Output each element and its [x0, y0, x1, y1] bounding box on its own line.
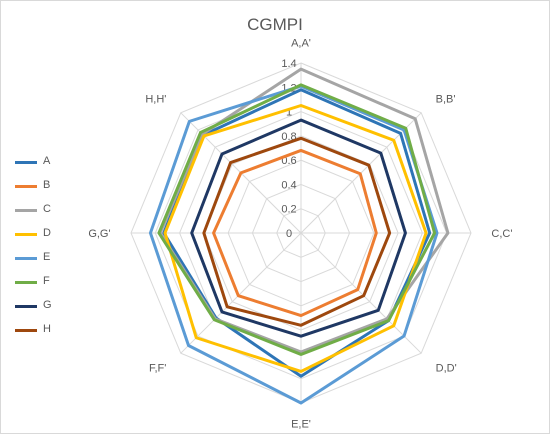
tick-label: 0: [286, 228, 292, 240]
tick-label: 0.6: [281, 155, 296, 167]
legend-label: G: [43, 299, 52, 311]
tick-label: 0.4: [281, 179, 296, 191]
category-label: D,D': [436, 363, 457, 375]
series-line-d: [163, 104, 428, 373]
series-line-h: [202, 136, 392, 327]
legend-label: C: [43, 203, 51, 215]
series-line-f: [157, 83, 437, 356]
legend-label: F: [43, 275, 50, 287]
legend-label: A: [43, 155, 51, 167]
legend-swatch: [15, 329, 37, 332]
legend-swatch: [15, 161, 37, 164]
legend-swatch: [15, 281, 37, 284]
legend-label: E: [43, 251, 51, 263]
tick-label: 0.2: [281, 204, 296, 216]
series-line-c: [158, 67, 450, 354]
category-label: A,A': [291, 38, 311, 50]
legend-label: B: [43, 179, 51, 191]
grid-spoke: [180, 232, 302, 354]
grid-spoke: [300, 232, 422, 354]
tick-label: 1.4: [281, 58, 296, 70]
category-label: B,B': [436, 93, 456, 105]
category-label: H,H': [145, 93, 166, 105]
series-line-b: [212, 148, 378, 318]
legend-swatch: [15, 209, 37, 212]
chart-title: CGMPI: [247, 15, 303, 34]
legend-label: D: [43, 227, 51, 239]
legend-swatch: [15, 257, 37, 260]
tick-label: 1: [286, 107, 292, 119]
category-label: F,F': [149, 363, 166, 375]
series-line-g: [190, 118, 407, 338]
legend-swatch: [15, 233, 37, 236]
legend-swatch: [15, 305, 37, 308]
legend-swatch: [15, 185, 37, 188]
category-label: E,E': [291, 418, 311, 430]
category-label: G,G': [88, 228, 110, 240]
category-label: C,C': [491, 228, 512, 240]
legend-label: H: [43, 323, 51, 335]
